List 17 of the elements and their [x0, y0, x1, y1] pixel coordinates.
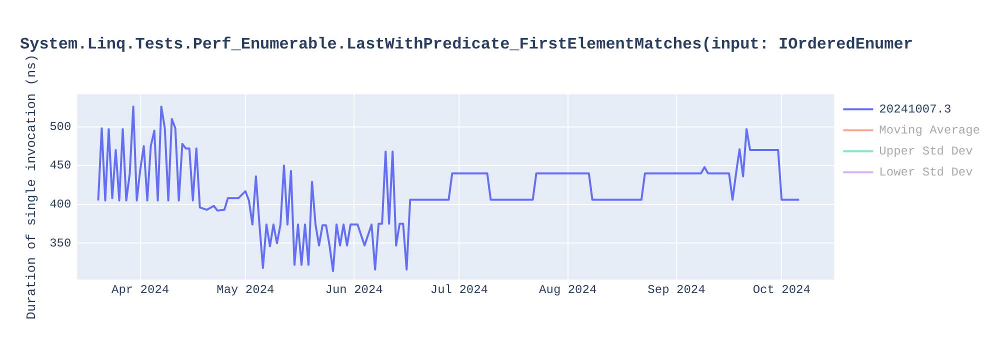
x-tick-label: Apr 2024: [111, 282, 170, 297]
legend-label: Moving Average: [879, 123, 980, 138]
x-tick-label: Sep 2024: [648, 282, 706, 297]
x-tick-label: May 2024: [216, 282, 274, 297]
y-tick-label: 450: [50, 158, 72, 173]
y-tick-label: 400: [50, 198, 72, 212]
x-tick-label: Oct 2024: [752, 282, 810, 297]
x-tick-label: Jul 2024: [430, 282, 488, 297]
x-tick-label: Aug 2024: [539, 282, 597, 297]
y-tick-label: 350: [50, 236, 72, 250]
x-tick-label: Jun 2024: [325, 282, 383, 297]
legend-label: 20241007.3: [879, 102, 952, 116]
y-tick-label: 500: [50, 120, 72, 134]
chart-title: System.Linq.Tests.Perf_Enumerable.LastWithPredicate_FirstElementMatches(input: IOrderedEnumer: [20, 36, 913, 54]
legend-label: Lower Std Dev: [879, 165, 973, 180]
y-axis-title: Duration of single invocation (ns): [24, 54, 40, 320]
legend-label: Upper Std Dev: [879, 144, 973, 158]
